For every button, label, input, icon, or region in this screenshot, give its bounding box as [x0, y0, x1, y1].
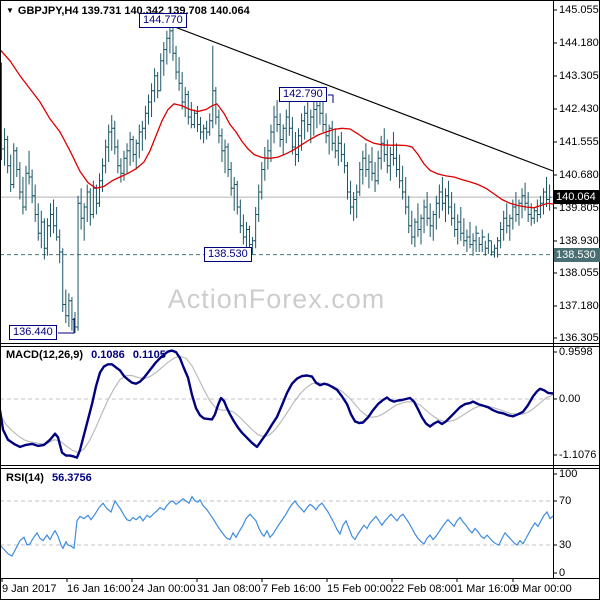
current-price-badge: 140.064 [554, 190, 600, 204]
rsi-name: RSI(14) [6, 472, 44, 484]
value-axis-label: 142.430 [559, 103, 599, 115]
value-axis-label: 137.180 [559, 300, 599, 312]
price-label-mid[interactable]: 142.790 [279, 87, 327, 102]
time-axis-label: 16 Jan 16:00 [67, 583, 131, 595]
macd-panel-label: MACD(12,26,9) 0.1086 0.1105 [6, 349, 166, 361]
time-axis-label: 22 Feb 08:00 [392, 583, 457, 595]
symbol-ohlc-text: GBPJPY,H4 139.731 140.342 139.708 140.06… [17, 5, 250, 17]
time-axis-label: 1 Mar 16:00 [457, 583, 516, 595]
rsi-panel-label: RSI(14) 56.3756 [6, 472, 92, 484]
value-axis-label: 136.305 [559, 332, 599, 344]
macd-signal-value: 0.1105 [132, 349, 166, 361]
macd-main-value: 0.1086 [91, 349, 125, 361]
time-axis-label: 7 Feb 16:00 [262, 583, 321, 595]
chevron-down-icon[interactable]: ▼ [6, 6, 14, 15]
time-axis-label: 31 Jan 08:00 [197, 583, 261, 595]
price-label-high[interactable]: 144.770 [139, 13, 187, 28]
value-axis-label: 0 [559, 567, 566, 579]
symbol-header: ▼ GBPJPY,H4 139.731 140.342 139.708 140.0… [6, 5, 250, 17]
time-axis-label: 9 Mar 00:00 [513, 583, 572, 595]
value-axis-label: 0.9598 [559, 346, 593, 358]
time-axis-label: 24 Jan 00:00 [132, 583, 196, 595]
value-axis-label: -1.1076 [559, 449, 597, 461]
value-axis-label: 0.00 [559, 393, 581, 405]
rsi-value: 56.3756 [51, 472, 92, 484]
value-axis-label: 141.555 [559, 136, 599, 148]
value-axis-label: 140.680 [559, 169, 599, 181]
value-axis-label: 138.930 [559, 235, 599, 247]
value-axis-label: 138.055 [559, 267, 599, 279]
macd-name: MACD(12,26,9) [6, 349, 84, 361]
value-axis-label: 139.805 [559, 202, 599, 214]
time-axis-label: 15 Feb 00:00 [327, 583, 392, 595]
price-label-support[interactable]: 138.530 [204, 247, 252, 262]
value-axis-label: 145.055 [559, 4, 599, 16]
value-axis-label: 70 [559, 495, 572, 507]
watermark: ActionForex.com [167, 284, 386, 314]
value-axis-label: 30 [559, 539, 572, 551]
value-axis-label: 100 [559, 468, 578, 480]
value-axis-label: 143.305 [559, 70, 599, 82]
price-label-low[interactable]: 136.440 [9, 325, 57, 340]
time-axis-label: 9 Jan 2017 [2, 583, 57, 595]
value-axis-label: 144.180 [559, 37, 599, 49]
support-price-badge: 138.530 [554, 248, 600, 262]
